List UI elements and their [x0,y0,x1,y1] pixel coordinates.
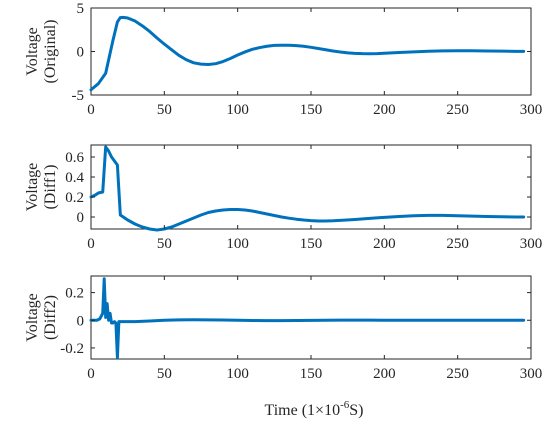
y-axis-label-line: Voltage [24,27,41,76]
x-tick-label: 0 [87,102,95,118]
y-axis-label-line: (Original) [42,20,59,84]
y-tick-label: 0.6 [65,150,84,166]
series-line-diff2 [89,277,526,360]
y-tick-label: -0.2 [60,341,84,357]
y-axis-label-line: Voltage [24,163,41,212]
x-tick-label: 150 [300,366,323,382]
x-tick-label: 150 [300,102,323,118]
x-tick-label: 100 [226,236,249,252]
x-tick-label: 250 [446,102,469,118]
y-tick-label: 0 [77,313,85,329]
y-tick-label: 0 [77,210,85,226]
x-tick-label: 200 [373,236,396,252]
x-tick-label: 300 [520,102,543,118]
series-line-original [89,15,526,92]
x-tick-label: 100 [226,102,249,118]
y-axis-label-diff2: Voltage(Diff2) [24,293,59,342]
y-axis-label-diff1: Voltage(Diff1) [24,163,59,212]
y-tick-label: 0.2 [65,190,84,206]
y-axis-label-line: Voltage [24,293,41,342]
x-tick-label: 150 [300,236,323,252]
x-tick-label: 0 [87,366,95,382]
x-tick-label: 0 [87,236,95,252]
x-tick-label: 250 [446,236,469,252]
x-tick-label: 250 [446,366,469,382]
series-line-diff1 [89,145,526,232]
x-tick-label: 50 [157,102,172,118]
x-tick-label: 50 [157,236,172,252]
x-tick-label: 100 [226,366,249,382]
x-axis-label-exponent: -6 [340,399,350,411]
x-tick-label: 200 [373,102,396,118]
y-tick-label: 5 [77,1,85,17]
y-tick-label: 0 [77,45,85,61]
y-axis-label-original: Voltage(Original) [24,20,59,84]
x-tick-label: 300 [520,366,543,382]
y-tick-label: 0.4 [65,170,84,186]
y-axis-label-line: (Diff1) [42,164,59,209]
plot-frame [90,275,532,360]
x-tick-label: 300 [520,236,543,252]
x-axis-label: Time (1×10-6S) [265,399,364,419]
y-tick-label: 0.2 [65,286,84,302]
x-tick-label: 200 [373,366,396,382]
x-tick-label: 50 [157,366,172,382]
y-tick-label: -5 [72,88,85,104]
subplot-diff1: 0 50 100 150 200 250 300 0 0.2 0.4 0.6 Voltage(Diff… [24,144,543,252]
y-axis-label-line: (Diff2) [42,295,59,340]
